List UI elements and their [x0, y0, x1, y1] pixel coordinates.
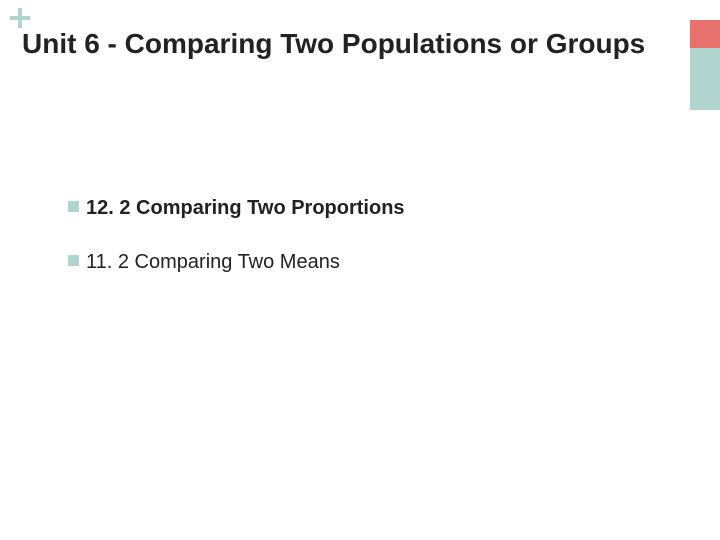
bullet-list: 12. 2 Comparing Two Proportions 11. 2 Co… — [68, 195, 680, 303]
bullet-marker — [68, 255, 79, 266]
plus-icon — [10, 8, 30, 28]
accent-teal — [690, 48, 720, 110]
bullet-marker — [68, 201, 79, 212]
bullet-text: 11. 2 Comparing Two Means — [86, 249, 340, 275]
bullet-text: 12. 2 Comparing Two Proportions — [86, 195, 405, 221]
list-item: 12. 2 Comparing Two Proportions — [68, 195, 680, 221]
accent-red — [690, 20, 720, 48]
slide-title: Unit 6 - Comparing Two Populations or Gr… — [22, 26, 680, 61]
list-item: 11. 2 Comparing Two Means — [68, 249, 680, 275]
accent-bar — [690, 20, 720, 110]
